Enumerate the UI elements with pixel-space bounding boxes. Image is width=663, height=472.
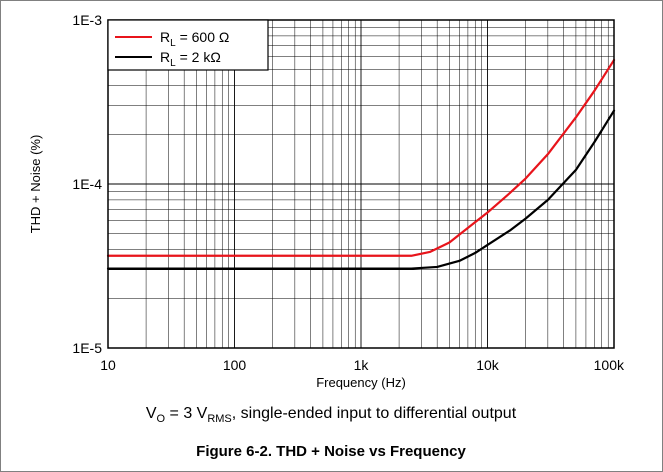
legend-entry-2k-ohm: RL = 2 kΩ <box>160 49 221 69</box>
x-tick-label: 100 <box>223 357 247 373</box>
series-layer <box>106 58 616 270</box>
x-tick-label: 10k <box>476 357 500 373</box>
legend-box <box>107 19 269 71</box>
y-tick-label: 1E-4 <box>72 176 102 192</box>
x-axis-label: Frequency (Hz) <box>316 375 406 390</box>
x-tick-label: 100k <box>594 357 625 373</box>
y-tick-label: 1E-3 <box>72 12 102 28</box>
major-grid <box>108 20 614 348</box>
y-tick-labels: 1E-5 1E-4 1E-3 <box>72 12 102 356</box>
figure-title: Figure 6-2. THD + Noise vs Frequency <box>196 443 466 460</box>
x-tick-labels: 10 100 1k 10k 100k <box>100 357 625 373</box>
y-axis-label: THD + Noise (%) <box>28 135 43 234</box>
legend: RL = 600 Ω RL = 2 kΩ <box>107 19 269 71</box>
x-tick-label: 1k <box>354 357 370 373</box>
x-tick-label: 10 <box>100 357 116 373</box>
series-line-0 <box>106 58 616 257</box>
legend-entry-600-ohm: RL = 600 Ω <box>160 29 229 49</box>
series-line-1 <box>106 109 616 270</box>
plot-area-border <box>107 19 615 349</box>
y-tick-label: 1E-5 <box>72 340 102 356</box>
chart-caption: VO = 3 VRMS, single-ended input to diffe… <box>146 405 517 425</box>
